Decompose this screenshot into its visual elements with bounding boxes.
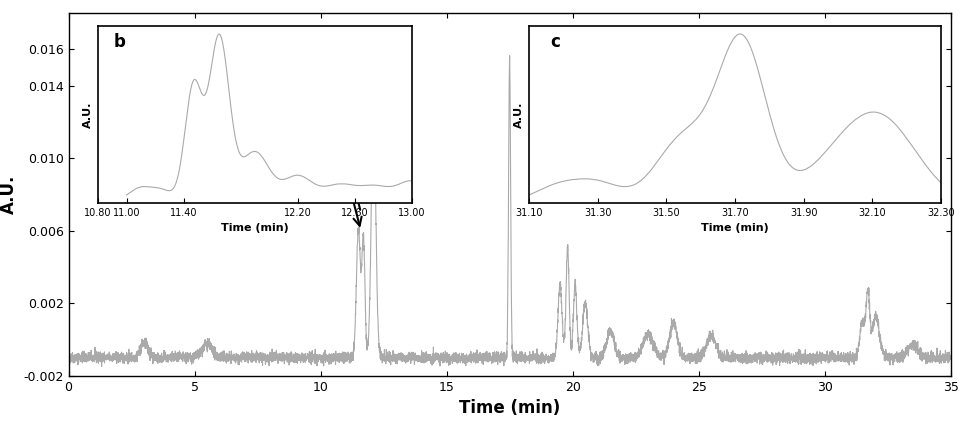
Y-axis label: A.U.: A.U. bbox=[0, 175, 18, 214]
Text: c: c bbox=[550, 33, 560, 51]
X-axis label: Time (min): Time (min) bbox=[220, 223, 289, 233]
Text: b: b bbox=[114, 33, 125, 51]
X-axis label: Time (min): Time (min) bbox=[459, 399, 561, 417]
Text: a: a bbox=[99, 157, 111, 175]
X-axis label: Time (min): Time (min) bbox=[701, 223, 769, 233]
Y-axis label: A.U.: A.U. bbox=[82, 101, 92, 128]
Y-axis label: A.U.: A.U. bbox=[514, 101, 523, 128]
